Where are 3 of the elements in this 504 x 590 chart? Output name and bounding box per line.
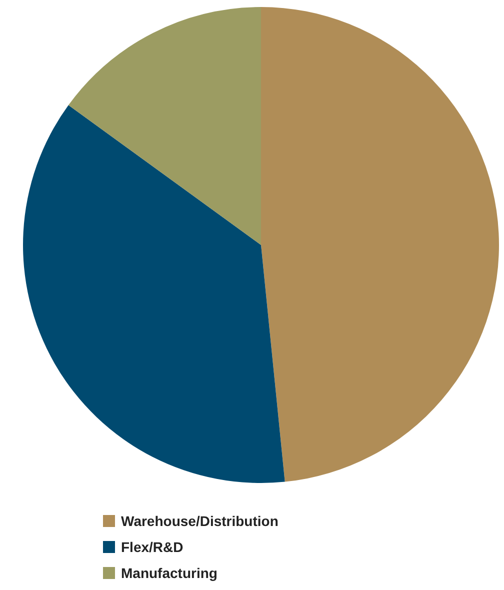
legend-label: Flex/R&D — [121, 539, 184, 555]
legend-label: Warehouse/Distribution — [121, 513, 278, 529]
legend-label: Manufacturing — [121, 565, 218, 581]
